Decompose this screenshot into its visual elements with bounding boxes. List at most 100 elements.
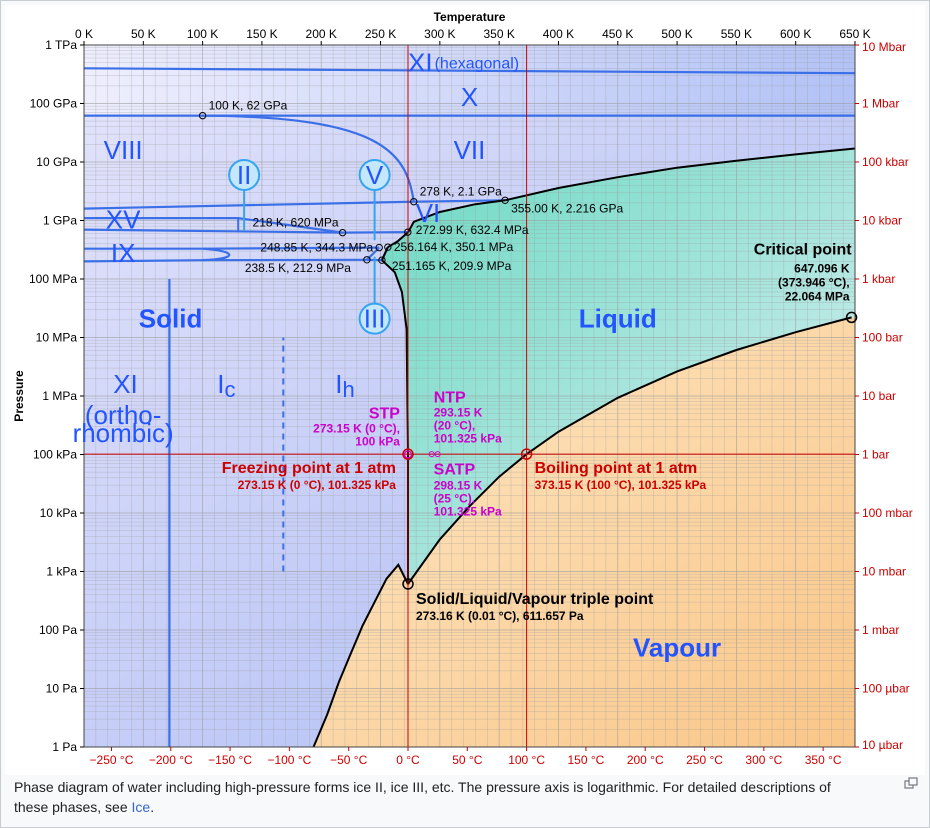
boundary-xi-x bbox=[83, 67, 856, 75]
phase-circle bbox=[228, 158, 261, 191]
x-tick-label-top: 150 K bbox=[246, 27, 277, 41]
phase-point-marker bbox=[375, 243, 383, 252]
satp-marker bbox=[434, 451, 441, 458]
phase-point-marker bbox=[198, 111, 207, 120]
freezing-point-detail: 273.15 K (0 °C), 101.325 kPa bbox=[238, 478, 397, 492]
phase-label-v: V bbox=[366, 160, 384, 190]
melting-curve-iii bbox=[380, 246, 389, 261]
x-tick-label-bottom: −100 °C bbox=[267, 753, 311, 767]
boiling-point-detail: 373.15 K (100 °C), 101.325 kPa bbox=[535, 478, 707, 492]
phase-point-label: 256.164 K, 350.1 MPa bbox=[394, 240, 514, 254]
y-tick-label-left: 100 Pa bbox=[39, 623, 77, 637]
y-tick-label-left: 100 GPa bbox=[30, 97, 78, 111]
stp-detail: 100 kPa bbox=[355, 435, 400, 449]
y-tick-label-right: 10 Mbar bbox=[862, 40, 906, 54]
y-tick-label-left: 1 MPa bbox=[42, 389, 77, 403]
phase-point-label: 355.00 K, 2.216 GPa bbox=[511, 201, 623, 215]
phase-point-label: 238.5 K, 212.9 MPa bbox=[245, 261, 351, 275]
y-tick-label-right: 100 mbar bbox=[862, 506, 913, 520]
phase-point-label: 272.99 K, 632.4 MPa bbox=[416, 223, 529, 237]
phase-diagram-chart: 0 K 50 K 100 K 150 K 200 K 250 K 300 K 350 K 400… bbox=[12, 10, 913, 767]
phase-point-label: 278 K, 2.1 GPa bbox=[420, 185, 502, 199]
phase-label-i: Ih bbox=[335, 369, 354, 402]
y-tick-label-left: 1 GPa bbox=[43, 214, 77, 228]
x-tick-label-top: 450 K bbox=[602, 27, 633, 41]
freezing-point-title: Freezing point at 1 atm bbox=[222, 460, 396, 477]
x-tick-label-bottom: −200 °C bbox=[149, 753, 193, 767]
x-tick-label-bottom: 100 °C bbox=[508, 753, 545, 767]
phase-point-marker bbox=[363, 256, 371, 264]
phase-label-i: Ic bbox=[217, 369, 235, 402]
phase-label-ix: IX bbox=[111, 238, 136, 268]
satp-detail: 101.325 kPa bbox=[434, 505, 502, 519]
region-label-vapour: Vapour bbox=[633, 633, 721, 663]
x-tick-label-bottom: 200 °C bbox=[627, 753, 664, 767]
x-tick-label-top: 600 K bbox=[780, 27, 811, 41]
y-tick-label-left: 100 kPa bbox=[33, 448, 77, 462]
ortho-label-line2: rhombic) bbox=[73, 418, 174, 448]
melting-curve-vii bbox=[504, 147, 856, 202]
x-tick-label-top: 250 K bbox=[365, 27, 396, 41]
phase-point-label: 248.85 K, 344.3 MPa bbox=[260, 241, 373, 255]
y-tick-label-left: 100 MPa bbox=[29, 272, 77, 286]
figure-caption: Phase diagram of water including high-pr… bbox=[14, 777, 854, 817]
satp-title: SATP bbox=[434, 462, 476, 479]
boundary-viii-vii bbox=[202, 114, 415, 202]
y-tick-label-left: 1 kPa bbox=[46, 565, 77, 579]
y-axis-label: Pressure bbox=[12, 370, 26, 422]
ortho-label-line1: (ortho- bbox=[85, 400, 162, 430]
boiling-point-marker bbox=[520, 448, 533, 460]
boundary-ix-low bbox=[83, 258, 367, 263]
y-tick-label-right: 1 Mbar bbox=[862, 97, 899, 111]
phase-label-xv: XV bbox=[106, 204, 141, 234]
region-label-solid: Solid bbox=[139, 304, 203, 334]
y-tick-label-left: 10 MPa bbox=[36, 331, 78, 345]
y-tick-label-left: 1 TPa bbox=[45, 38, 77, 52]
ntp-marker bbox=[428, 451, 435, 458]
phase-circle bbox=[358, 158, 391, 191]
stp-marker bbox=[403, 450, 413, 459]
boundary-vi-vii bbox=[413, 199, 506, 203]
freezing-point-marker bbox=[402, 448, 414, 460]
phase-label-sub: c bbox=[224, 377, 235, 402]
phase-label-xi: XI bbox=[113, 369, 138, 399]
x-tick-label-top: 50 K bbox=[131, 27, 156, 41]
y-tick-label-right: 10 µbar bbox=[862, 738, 903, 752]
phase-point-marker bbox=[501, 196, 509, 204]
boundary-viii-xv bbox=[83, 200, 414, 210]
x-tick-label-bottom: 150 °C bbox=[568, 753, 605, 767]
x-tick-label-bottom: 50 °C bbox=[452, 753, 482, 767]
y-tick-label-right: 1 kbar bbox=[862, 272, 895, 286]
x-tick-label-top: 0 K bbox=[75, 27, 93, 41]
y-tick-label-left: 10 GPa bbox=[36, 155, 77, 169]
satp-detail: (25 °C), bbox=[434, 492, 475, 506]
enlarge-icon[interactable] bbox=[904, 777, 918, 789]
phase-point-label: 218 K, 620 MPa bbox=[253, 216, 339, 230]
x-tick-label-bottom: 350 °C bbox=[805, 753, 842, 767]
melting-curve-vi bbox=[407, 199, 506, 233]
vapour-pressure-curve bbox=[407, 316, 852, 585]
satp-detail: 298.15 K bbox=[434, 479, 483, 493]
x-tick-label-top: 650 K bbox=[839, 27, 870, 41]
phase-point-marker bbox=[404, 228, 412, 236]
y-tick-label-left: 1 Pa bbox=[52, 740, 77, 754]
vapour-region bbox=[313, 317, 855, 747]
y-tick-label-right: 1 mbar bbox=[862, 623, 899, 637]
y-tick-label-left: 10 Pa bbox=[46, 682, 78, 696]
phase-point-marker bbox=[410, 197, 418, 206]
caption-link-ice[interactable]: Ice bbox=[131, 799, 151, 815]
phase-label-iii: III bbox=[364, 304, 386, 334]
x-tick-label-top: 400 K bbox=[543, 27, 574, 41]
boundary-ii bbox=[83, 228, 343, 234]
boiling-point-title: Boiling point at 1 atm bbox=[535, 460, 698, 477]
phase-point-marker bbox=[378, 256, 386, 264]
x-tick-label-bottom: 300 °C bbox=[745, 753, 782, 767]
x-tick-label-bottom: −150 °C bbox=[208, 753, 252, 767]
x-tick-label-top: 500 K bbox=[661, 27, 692, 41]
caption-end: . bbox=[150, 799, 155, 815]
critical-point-title: Critical point bbox=[754, 241, 852, 258]
phase-label-vi: VI bbox=[416, 198, 441, 228]
y-tick-label-right: 1 bar bbox=[862, 448, 889, 462]
triple-point-detail: 273.16 K (0.01 °C), 611.657 Pa bbox=[416, 609, 584, 623]
